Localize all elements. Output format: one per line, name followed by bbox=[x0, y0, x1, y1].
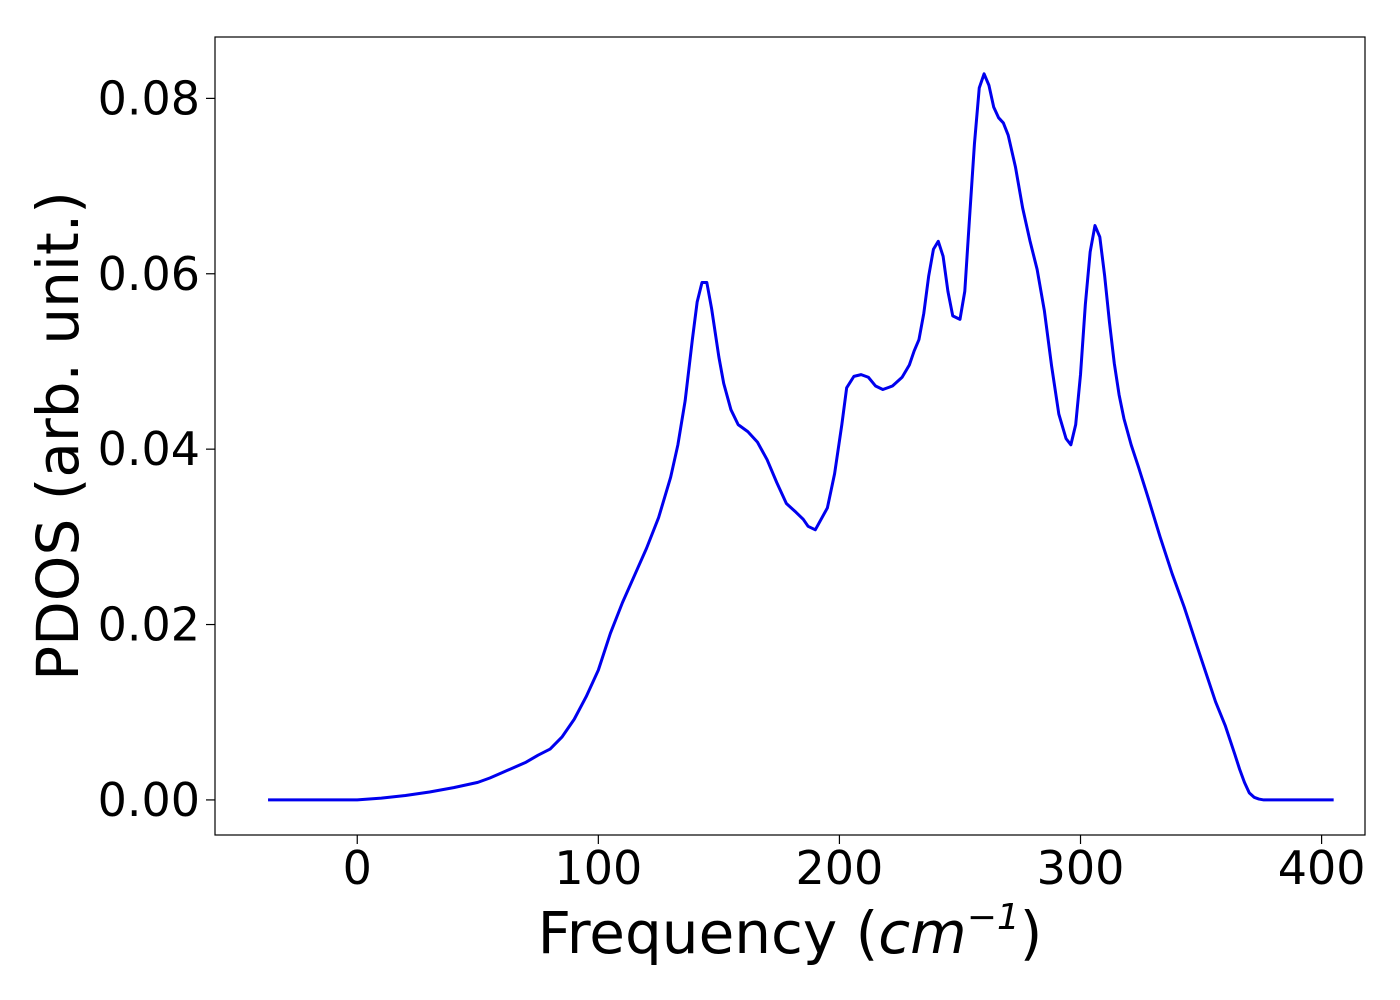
y-tick-label: 0.08 bbox=[98, 71, 200, 125]
y-axis-ticks: 0.00 0.02 0.04 0.06 0.08 bbox=[98, 71, 215, 827]
x-tick-label: 400 bbox=[1278, 841, 1366, 895]
y-tick-label: 0.00 bbox=[98, 773, 200, 827]
x-tick-label: 0 bbox=[343, 841, 372, 895]
plot-area bbox=[215, 37, 1365, 835]
y-tick-label: 0.04 bbox=[98, 422, 200, 476]
y-axis-label: PDOS (arb. unit.) bbox=[24, 191, 92, 681]
x-tick-label: 100 bbox=[554, 841, 642, 895]
plot-frame bbox=[214, 36, 1366, 836]
pdos-series-line-0 bbox=[268, 72, 1334, 802]
x-tick-label: 200 bbox=[796, 841, 884, 895]
x-axis-label: Frequency (cm−1) bbox=[538, 897, 1043, 967]
x-tick-label: 300 bbox=[1037, 841, 1125, 895]
series-layer bbox=[268, 72, 1334, 802]
y-tick-label: 0.02 bbox=[98, 598, 200, 652]
y-tick-label: 0.06 bbox=[98, 247, 200, 301]
x-axis-ticks: 0 100 200 300 400 bbox=[343, 835, 1366, 895]
